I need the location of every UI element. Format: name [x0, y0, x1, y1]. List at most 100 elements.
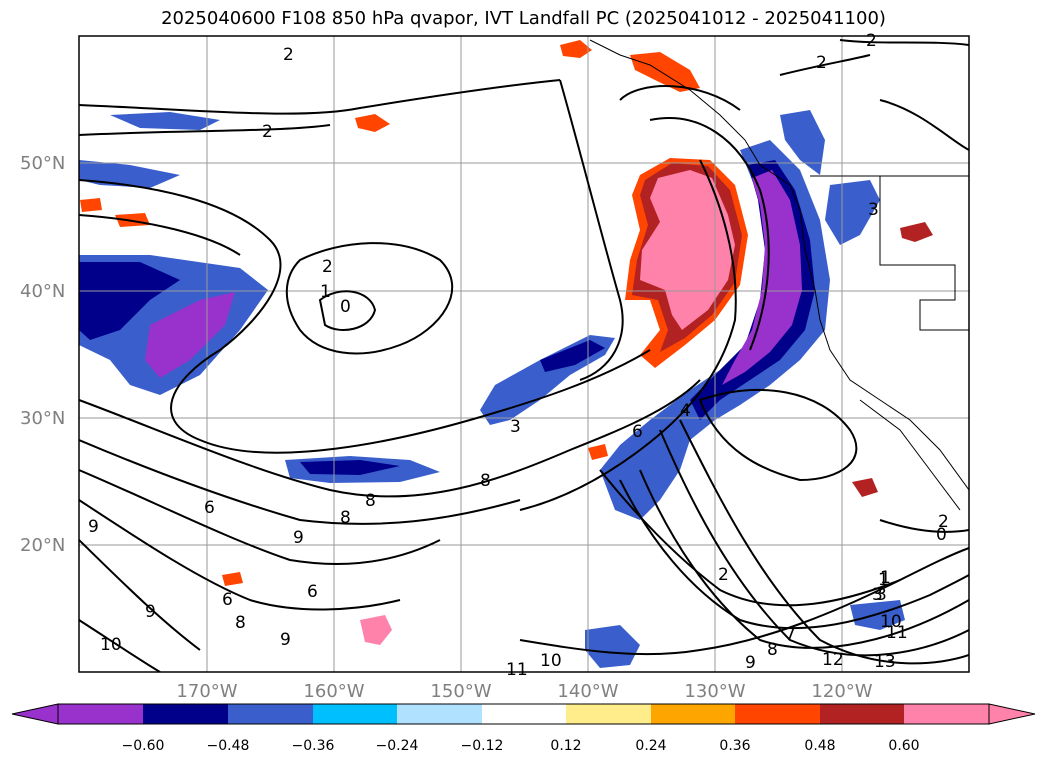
- pos-spot-9: [222, 572, 243, 586]
- colorbar-tick-label: −0.48: [207, 738, 250, 754]
- contour-label: 10: [100, 635, 122, 655]
- contour-label: 9: [88, 517, 99, 537]
- contour-label: 0: [340, 297, 351, 317]
- pos-spot-5: [852, 478, 878, 497]
- contour-label: 8: [767, 640, 778, 660]
- contour-label: 9: [293, 528, 304, 548]
- colorbar-frame: [57, 703, 990, 725]
- contour-label: 0: [936, 525, 947, 545]
- colorbar-segment: [482, 704, 566, 724]
- colorbar: [11, 703, 1036, 725]
- contour-label: 8: [235, 613, 246, 633]
- coastlines: [589, 39, 969, 511]
- contour-label: 2: [718, 565, 729, 585]
- pos-spot-1: [560, 40, 592, 58]
- lon-label: 130°W: [684, 681, 745, 702]
- contour-label: 2: [283, 45, 294, 65]
- neg-region-west-core: [79, 262, 180, 340]
- border-states: [879, 176, 969, 331]
- colorbar-segment: [397, 704, 482, 724]
- contour-label: 1: [878, 570, 889, 590]
- pos-spot-4: [360, 615, 392, 645]
- colorbar-segment: [651, 704, 735, 724]
- lon-label: 160°W: [303, 681, 364, 702]
- contour-label: 3: [868, 200, 879, 220]
- colorbar-segment: [228, 704, 313, 724]
- neg-region-ne2: [825, 180, 880, 245]
- colorbar-ticks: −0.60 −0.48 −0.36 −0.24 −0.12 0.12 0.24 …: [122, 738, 920, 754]
- map-frame: [78, 35, 970, 673]
- lat-label: 20°N: [20, 535, 65, 556]
- contour-label: 2: [262, 122, 273, 142]
- neg-region-nw: [79, 160, 180, 188]
- contour-label: 3: [872, 585, 883, 605]
- contour-label: 8: [365, 491, 376, 511]
- colorbar-tick-label: 0.12: [550, 738, 581, 754]
- neg-plume-coast-deep: [722, 170, 802, 385]
- longitude-labels: 170°W 160°W 150°W 140°W 130°W 120°W: [176, 681, 872, 702]
- contour-label: 10: [540, 651, 562, 671]
- lon-label: 140°W: [557, 681, 618, 702]
- colorbar-tick-label: −0.24: [376, 738, 419, 754]
- contour-label: 8: [340, 508, 351, 528]
- colorbar-extend-right: [988, 703, 1036, 725]
- contour-lines: [79, 39, 969, 672]
- colorbar-tick-label: 0.60: [888, 738, 919, 754]
- pos-spot-6: [900, 222, 933, 242]
- colorbar-segment: [143, 704, 228, 724]
- contour-label: 10: [880, 612, 902, 632]
- contour-label: 3: [876, 585, 887, 605]
- colorbar-segment: [735, 704, 820, 724]
- colorbar-tick-label: −0.36: [292, 738, 335, 754]
- contour-label: 6: [632, 422, 643, 442]
- colorbar-tick-label: −0.12: [461, 738, 504, 754]
- contour-label: 6: [222, 590, 233, 610]
- colorbar-tick-label: 0.24: [635, 738, 666, 754]
- contour-label: 7: [785, 625, 796, 645]
- coastline-alaska: [589, 39, 969, 491]
- neg-region-south: [585, 625, 640, 668]
- colorbar-tick-label: 0.36: [719, 738, 750, 754]
- lat-label: 40°N: [20, 281, 65, 302]
- contour-label: 6: [204, 498, 215, 518]
- colorbar-extend-left: [11, 703, 59, 725]
- pos-spot-3: [355, 114, 390, 132]
- neg-region-west-deep: [145, 292, 235, 378]
- contour-label: 2: [322, 257, 333, 277]
- colorbar-segment: [58, 704, 143, 724]
- map-title: 2025040600 F108 850 hPa qvapor, IVT Land…: [161, 8, 886, 29]
- colorbar-segment: [566, 704, 651, 724]
- contour-label: 9: [145, 602, 156, 622]
- graticule: [79, 36, 969, 672]
- colorbar-tick-label: 0.48: [804, 738, 835, 754]
- contour-label: 1: [880, 568, 891, 588]
- contour-label-group: 2 2 2 2 1 0 2 1 3 3 8 8 6 9 9 8 6 9 6 8 …: [88, 31, 949, 680]
- neg-region-ne: [780, 110, 825, 175]
- pos-spot-7: [80, 198, 102, 212]
- colorbar-segment: [904, 704, 989, 724]
- lon-label: 120°W: [811, 681, 872, 702]
- colorbar-tick-label: −0.60: [122, 738, 165, 754]
- lon-label: 150°W: [430, 681, 491, 702]
- contour-label: 3: [510, 417, 521, 437]
- pos-region-core: [640, 170, 735, 330]
- colorbar-segment: [313, 704, 397, 724]
- contour-label: 13: [874, 652, 896, 672]
- contour-label: 12: [822, 650, 844, 670]
- contour-label: 2: [866, 31, 877, 51]
- contour-label: 8: [480, 471, 491, 491]
- colorbar-segment: [820, 704, 904, 724]
- coastline-mexico: [859, 399, 961, 511]
- contour-label: 11: [886, 623, 908, 643]
- contour-label: 2: [938, 512, 949, 532]
- lat-label: 50°N: [20, 153, 65, 174]
- contour-label: 11: [506, 660, 528, 680]
- lat-label: 30°N: [20, 408, 65, 429]
- neg-region-mid-core: [300, 460, 400, 475]
- pos-spot-2: [630, 52, 700, 92]
- lon-label: 170°W: [176, 681, 237, 702]
- latitude-labels: 50°N 40°N 30°N 20°N: [20, 153, 65, 556]
- neg-region-central-core: [540, 340, 605, 372]
- contour-label: 9: [280, 630, 291, 650]
